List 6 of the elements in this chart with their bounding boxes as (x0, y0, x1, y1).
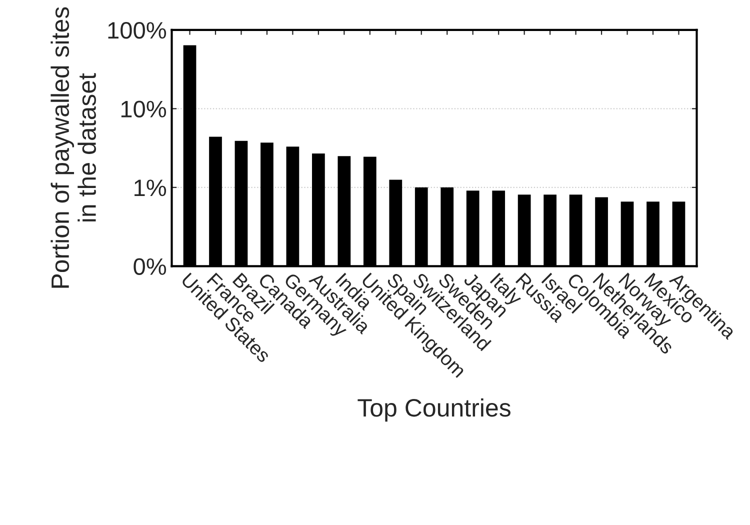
y-tick-label: 10% (121, 100, 166, 118)
y-tick-label: 100% (108, 22, 166, 39)
y-tick-label: 1% (134, 180, 166, 196)
y-axis-title: Portion of paywalled sites in the dataset (50, 7, 96, 288)
y-tick-label: 0% (134, 258, 166, 275)
x-axis-title: Top Countries (358, 398, 510, 422)
